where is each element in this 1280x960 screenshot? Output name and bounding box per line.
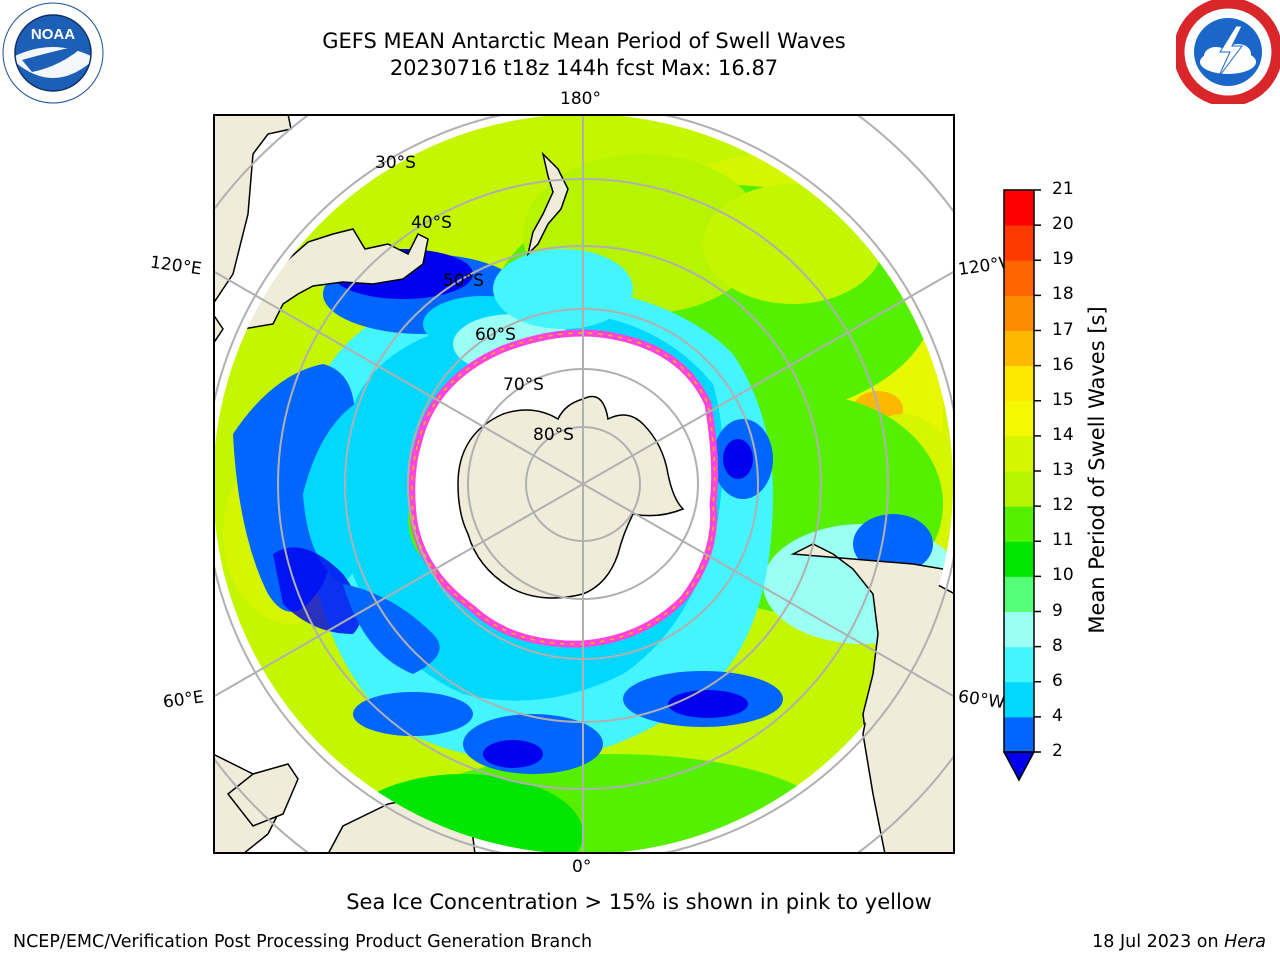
colorbar-bin-18-19 xyxy=(1004,260,1034,296)
colorbar-tick-label-13: 13 xyxy=(1052,460,1074,480)
colorbar-bin-4-6 xyxy=(1004,681,1034,718)
colorbar-tick-label-17: 17 xyxy=(1052,319,1074,340)
footer-date-text: 18 Jul 2023 on xyxy=(1092,932,1219,952)
colorbar-tick-label-9: 9 xyxy=(1052,600,1063,621)
graticule xyxy=(213,114,955,854)
footer-host: Hera xyxy=(1224,932,1266,952)
australia xyxy=(216,228,429,335)
colorbar-under-triangle xyxy=(1002,751,1036,782)
lon-label-60w: 60°W xyxy=(956,686,1007,714)
colorbar-tick-label-8: 8 xyxy=(1052,635,1063,656)
nws-logo-icon xyxy=(1176,0,1280,104)
colorbar-tick-label-10: 10 xyxy=(1052,565,1074,586)
colorbar-tick-label-4: 4 xyxy=(1052,705,1063,726)
sea-ice-note: Sea Ice Concentration > 15% is shown in … xyxy=(346,890,932,914)
noaa-logo-text: NOAA xyxy=(31,26,75,43)
lon-label-180: 180° xyxy=(560,89,601,109)
colorbar-tick-label-18: 18 xyxy=(1052,284,1074,305)
colorbar-bin-13-14 xyxy=(1004,435,1034,472)
colorbar-bin-9-10 xyxy=(1004,576,1034,612)
colorbar-bin-16-17 xyxy=(1004,330,1034,367)
colorbar-tick-label-16: 16 xyxy=(1052,354,1074,375)
polar-map: 30°S 40°S 50°S 60°S 70°S 80°S xyxy=(213,114,955,854)
colorbar-bin-19-20 xyxy=(1004,225,1034,261)
chart-title: GEFS MEAN Antarctic Mean Period of Swell… xyxy=(322,29,846,53)
lat-label-30s: 30°S xyxy=(375,153,416,173)
footer-credit: NCEP/EMC/Verification Post Processing Pr… xyxy=(13,932,593,952)
colorbar-bin-15-16 xyxy=(1004,365,1034,402)
chart-subtitle: 20230716 t18z 144h fcst Max: 16.87 xyxy=(389,56,779,80)
colorbar-bin-6-8 xyxy=(1004,646,1034,683)
new-zealand xyxy=(526,151,569,257)
colorbar-tick-label-6: 6 xyxy=(1052,670,1063,691)
colorbar-tick-label-20: 20 xyxy=(1052,214,1074,235)
footer-date: 18 Jul 2023 on Hera xyxy=(1092,932,1266,952)
colorbar-tick-label-15: 15 xyxy=(1052,389,1074,410)
colorbar xyxy=(1002,189,1041,782)
colorbar-bin-12-13 xyxy=(1004,471,1034,507)
colorbar-tick-label-2: 2 xyxy=(1052,741,1063,761)
colorbar-bin-10-11 xyxy=(1004,541,1034,577)
lon-label-120e: 120°E xyxy=(148,252,203,280)
colorbar-tick-label-21: 21 xyxy=(1052,179,1074,199)
colorbar-tick-label-11: 11 xyxy=(1052,530,1074,551)
colorbar-bin-11-12 xyxy=(1004,506,1034,542)
colorbar-label: Mean Period of Swell Waves [s] xyxy=(1085,306,1109,634)
colorbar-bin-20-21 xyxy=(1004,190,1034,226)
lat-label-70s: 70°S xyxy=(503,375,544,395)
lat-label-40s: 40°S xyxy=(411,213,452,233)
colorbar-bin-2-4 xyxy=(1004,716,1034,753)
lon-label-60e: 60°E xyxy=(161,687,206,713)
colorbar-bin-14-15 xyxy=(1004,400,1034,437)
lat-label-80s: 80°S xyxy=(533,425,574,445)
colorbar-bin-8-9 xyxy=(1004,611,1034,648)
noaa-logo-icon: NOAA xyxy=(2,2,104,104)
colorbar-tick-label-19: 19 xyxy=(1052,249,1074,270)
lon-label-0: 0° xyxy=(572,857,592,877)
colorbar-tick-label-14: 14 xyxy=(1052,424,1074,445)
colorbar-tick-label-12: 12 xyxy=(1052,495,1074,516)
map-frame xyxy=(213,114,955,854)
lat-label-60s: 60°S xyxy=(475,325,516,345)
colorbar-bin-17-18 xyxy=(1004,295,1034,331)
lat-label-50s: 50°S xyxy=(443,271,484,291)
